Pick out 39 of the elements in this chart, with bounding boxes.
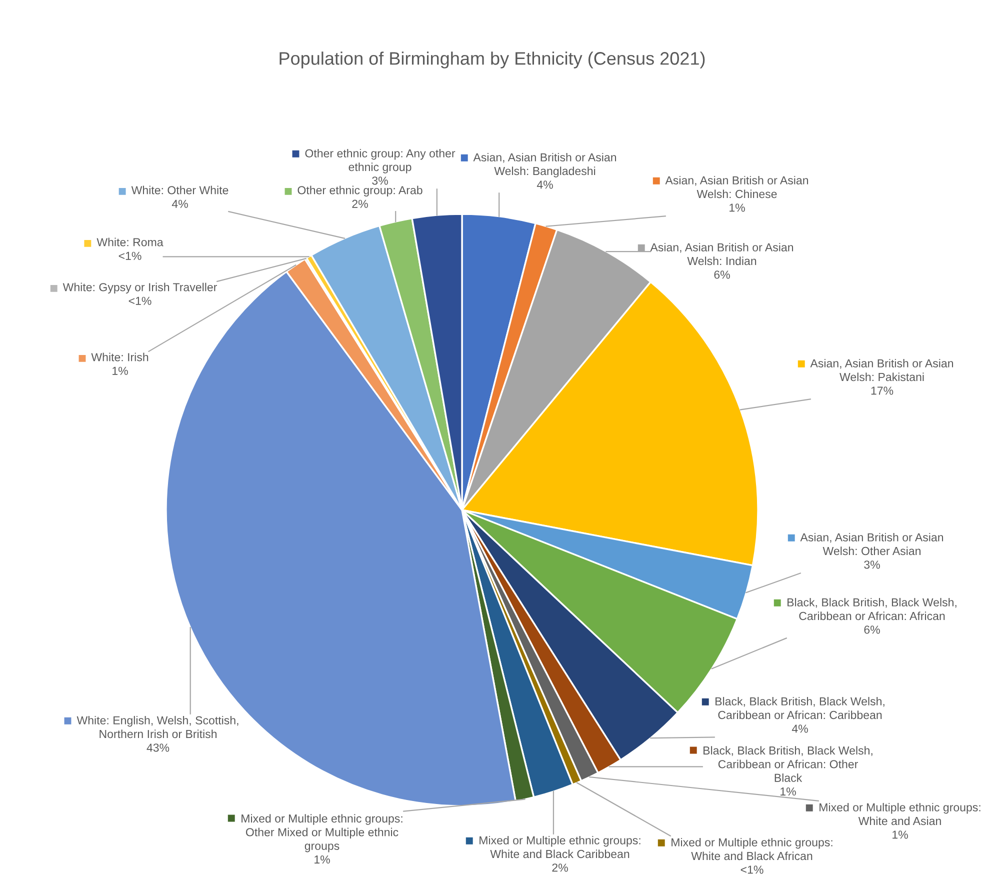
legend-label: Asian, Asian British or Asian Welsh: Indian [650,242,794,266]
data-label: <1% [128,296,152,305]
legend-label: Black, Black British, Black Welsh, Caribbean or African: Caribbean [716,696,884,720]
data-label: 4% [792,724,808,733]
data-label: 1% [780,787,796,796]
data-label: 1% [112,366,128,375]
legend-label: Mixed or Multiple ethnic groups: White and Black Caribbean [480,836,640,858]
legend-label: Mixed or Multiple ethnic groups: White and Black African [672,838,832,860]
data-label: 6% [714,270,730,279]
data-label: 17% [871,386,894,395]
data-label: <1% [740,866,764,874]
legend-label: Black, Black British, Black Welsh, Caribbean or African: African [788,598,956,620]
data-label: 4% [172,200,188,208]
legend-label: Black, Black British, Black Welsh, Caribbean or African: Other Black [704,746,872,782]
legend-label: Asian, Asian British or Asian Welsh: Chinese [665,176,808,198]
legend-label: White: Roma [96,238,164,246]
legend-label: White: Other White [131,186,228,194]
legend-label: Mixed or Multiple ethnic groups: White and Asian [820,802,980,826]
legend-label: Asian, Asian British or Asian Welsh: Pakistani [810,358,954,382]
data-label: 1% [314,855,330,864]
legend-label: White: English, Welsh, Scottish, Northern Irish or British [76,716,238,738]
data-label: 3% [372,176,388,185]
legend-label: Mixed or Multiple ethnic groups: Other Mixed or Multiple ethnic groups [242,814,402,852]
data-label: <1% [118,252,142,260]
data-label: 2% [352,200,368,208]
data-label: 2% [552,864,568,872]
legend-label: White: Gypsy or Irish Traveller [62,282,218,294]
legend-label: Other ethnic group: Arab [298,186,422,197]
legend-label: White: Irish [91,352,148,362]
legend-label: Asian, Asian British or Asian Welsh: Bangladeshi [473,152,616,178]
chart-title: Population of Birmingham by Ethnicity (Census 2021) [280,52,705,68]
data-label: 43% [146,744,170,752]
data-label: 6% [864,626,880,634]
data-label: 4% [536,180,553,189]
legend-label: Other ethnic group: Any other ethnic group [305,148,456,174]
data-label: 1% [730,204,745,212]
legend-label: Asian, Asian British or Asian Welsh: Other Asian [800,532,944,556]
data-label: 1% [892,830,908,839]
data-label: 3% [864,560,880,569]
